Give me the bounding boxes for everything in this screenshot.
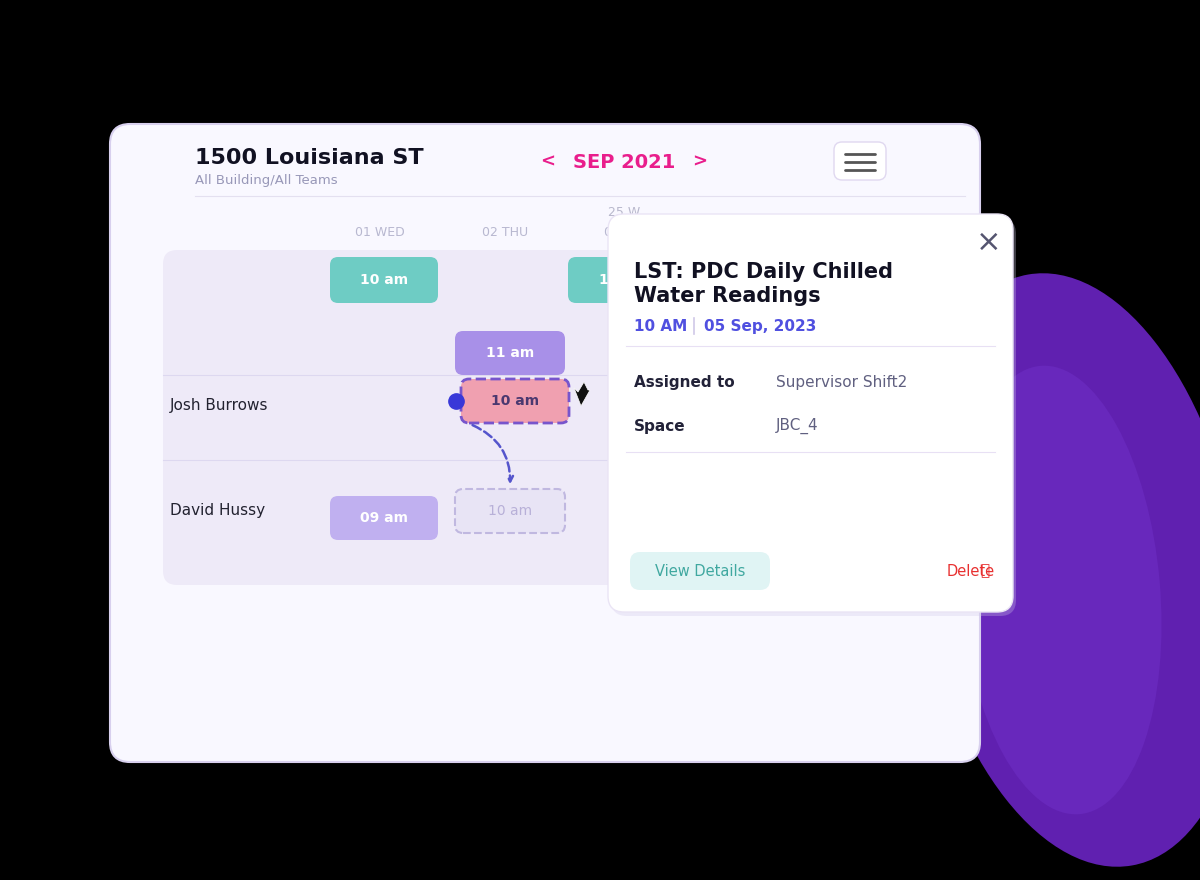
Polygon shape (574, 382, 590, 406)
FancyBboxPatch shape (611, 218, 1016, 616)
FancyBboxPatch shape (834, 142, 886, 180)
Text: LST: PDC Daily Chilled: LST: PDC Daily Chilled (634, 262, 893, 282)
Text: 10 am: 10 am (491, 394, 539, 408)
Text: 05 SUN: 05 SUN (839, 225, 886, 238)
Text: 04 SAT: 04 SAT (720, 225, 763, 238)
FancyBboxPatch shape (163, 250, 964, 585)
FancyBboxPatch shape (608, 214, 1013, 612)
Text: 25 W: 25 W (608, 206, 640, 218)
FancyBboxPatch shape (455, 489, 565, 533)
Text: David Hussy: David Hussy (170, 502, 265, 517)
Text: 01 WED: 01 WED (355, 225, 404, 238)
Text: View Details: View Details (655, 563, 745, 578)
FancyBboxPatch shape (670, 385, 698, 440)
FancyBboxPatch shape (800, 303, 946, 325)
Text: Space: Space (634, 419, 685, 434)
Ellipse shape (959, 366, 1162, 814)
Ellipse shape (914, 274, 1200, 867)
Text: Josh Burrows: Josh Burrows (170, 398, 269, 413)
Text: Assigned to: Assigned to (634, 375, 734, 390)
Text: 🗑: 🗑 (980, 563, 989, 578)
FancyBboxPatch shape (670, 495, 698, 585)
FancyBboxPatch shape (630, 552, 770, 590)
FancyBboxPatch shape (455, 331, 565, 375)
Text: All Building/All Teams: All Building/All Teams (194, 173, 337, 187)
Text: <: < (540, 153, 556, 171)
Text: 10 am: 10 am (488, 504, 532, 518)
Text: Water Readings: Water Readings (634, 286, 821, 306)
Text: 10 am: 10 am (360, 273, 408, 287)
FancyBboxPatch shape (330, 257, 438, 303)
FancyBboxPatch shape (568, 257, 678, 303)
Text: Supervisor Shift2: Supervisor Shift2 (776, 375, 907, 390)
Text: 05 Sep, 2023: 05 Sep, 2023 (704, 319, 816, 334)
FancyBboxPatch shape (110, 124, 980, 762)
Text: 11 am: 11 am (486, 346, 534, 360)
Text: >: > (692, 153, 708, 171)
Text: 09 am: 09 am (360, 511, 408, 525)
Text: 1500 Louisiana ST: 1500 Louisiana ST (194, 148, 424, 168)
Text: SEP 2021: SEP 2021 (572, 152, 676, 172)
FancyBboxPatch shape (461, 379, 569, 423)
Text: 02 THU: 02 THU (482, 225, 528, 238)
Text: 10 am: 10 am (599, 273, 647, 287)
Text: 03 FRI: 03 FRI (605, 225, 643, 238)
Text: 10 AM: 10 AM (634, 319, 688, 334)
FancyBboxPatch shape (330, 496, 438, 540)
Text: ×: × (977, 228, 1002, 256)
Text: Delete: Delete (947, 563, 995, 578)
Text: JBC_4: JBC_4 (776, 418, 818, 434)
